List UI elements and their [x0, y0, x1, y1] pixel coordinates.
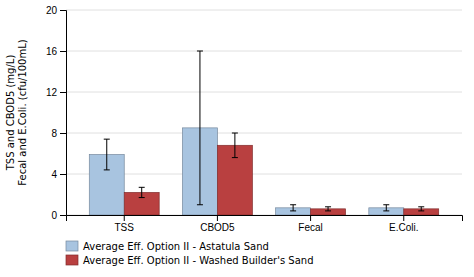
- tick-mark: [310, 215, 311, 221]
- tick: CBOD5: [200, 215, 235, 233]
- tick-label: Fecal: [298, 222, 322, 233]
- bar-series: [89, 128, 403, 215]
- tick: 8: [51, 128, 66, 139]
- tick-mark: [60, 10, 66, 11]
- grid-line: [66, 51, 462, 52]
- x-axis: TSS CBOD5 Fecal E.Coli.: [67, 215, 463, 233]
- error-bar: [290, 205, 296, 211]
- y-axis: 0 4 8 12 16 20: [46, 5, 67, 221]
- y-axis-title: TSS and CBOD5 (mg/L)Fecal and E.Coli. (c…: [5, 39, 28, 185]
- error-bars: [104, 51, 390, 211]
- grid-line: [66, 174, 462, 175]
- tick-mark: [60, 215, 66, 216]
- legend-label: Average Eff. Option II - Astatula Sand: [83, 241, 269, 252]
- tick-label: 16: [46, 46, 58, 57]
- grid-line: [66, 133, 462, 134]
- error-bars: [139, 133, 425, 211]
- legend-label: Average Eff. Option II - Washed Builder'…: [83, 255, 314, 266]
- y-axis-title-line: TSS and CBOD5 (mg/L): [5, 55, 16, 172]
- tick-label: 12: [46, 87, 58, 98]
- tick: Fecal: [298, 215, 322, 233]
- tick-label: 20: [46, 5, 58, 16]
- axis-domain: [67, 216, 463, 222]
- tick-label: 4: [51, 169, 57, 180]
- error-bar: [383, 205, 389, 211]
- bar-series: [124, 145, 438, 215]
- error-bar: [139, 187, 145, 197]
- y-axis-title-line: Fecal and E.Coli. (cfu/100mL): [17, 39, 28, 185]
- legend-swatch: [66, 241, 78, 251]
- tick: 20: [46, 5, 66, 16]
- legend-swatch: [66, 255, 78, 265]
- legend: Average Eff. Option II - Astatula Sand Av…: [66, 241, 314, 266]
- error-bar: [418, 207, 424, 211]
- tick-mark: [60, 92, 66, 93]
- tick-mark: [217, 215, 218, 221]
- grid-line: [66, 10, 462, 11]
- tick-mark: [60, 133, 66, 134]
- error-bar: [104, 139, 110, 170]
- tick: 12: [46, 87, 66, 98]
- marks: [89, 51, 438, 215]
- tick-label: E.Coli.: [389, 222, 418, 233]
- tick-label: CBOD5: [200, 222, 235, 233]
- tick: TSS: [115, 215, 135, 233]
- tick-label: 8: [51, 128, 57, 139]
- tick-mark: [60, 51, 66, 52]
- tick-mark: [403, 215, 404, 221]
- error-bar: [325, 207, 331, 211]
- tick-label: TSS: [115, 222, 135, 233]
- chart: 0 4 8 12 16 20 TSS CBOD5 Fecal E.Coli. TSS and CBO…: [0, 0, 474, 277]
- tick-mark: [124, 215, 125, 221]
- legend-item: Average Eff. Option II - Washed Builder'…: [66, 255, 314, 266]
- tick: 4: [51, 169, 66, 180]
- tick: 16: [46, 46, 66, 57]
- plot: 0 4 8 12 16 20 TSS CBOD5 Fecal E.Coli.: [46, 5, 463, 233]
- grid: [66, 10, 462, 215]
- grid-line: [66, 92, 462, 93]
- tick: E.Coli.: [389, 215, 418, 233]
- axis-domain: [60, 11, 67, 216]
- error-bar: [232, 133, 238, 158]
- legend-item: Average Eff. Option II - Astatula Sand: [66, 241, 269, 252]
- error-bar: [197, 51, 203, 205]
- tick-mark: [60, 174, 66, 175]
- tick-label: 0: [51, 210, 57, 221]
- tick: 0: [51, 210, 66, 221]
